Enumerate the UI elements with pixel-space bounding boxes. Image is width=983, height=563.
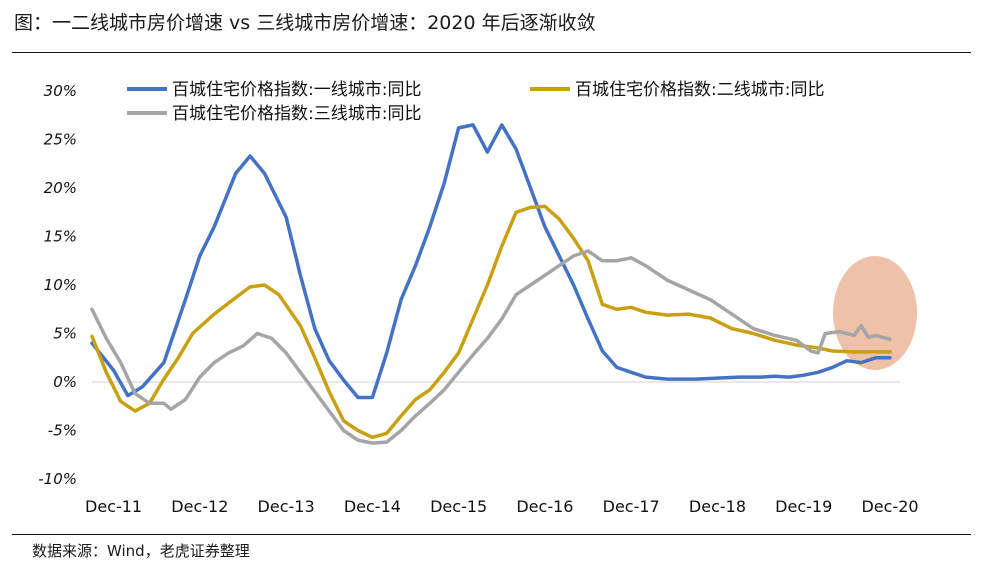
top-divider: [12, 52, 971, 53]
y-tick-label: -5%: [48, 422, 77, 440]
y-axis-ticks: -10% -5% 0% 5% 10% 15% 20% 25% 30%: [38, 82, 77, 488]
x-axis-ticks: Dec-11 Dec-12 Dec-13 Dec-14 Dec-15 Dec-16 Dec-…: [85, 497, 919, 516]
series-line-2: [90, 204, 892, 440]
source-note: 数据来源：Wind，老虎证券整理: [32, 542, 250, 560]
y-tick-label: -10%: [38, 470, 77, 488]
series-layer: [90, 123, 892, 445]
legend: 百城住宅价格指数:一线城市:同比 百城住宅价格指数:二线城市:同比百城住宅价格指数…: [127, 80, 824, 124]
bottom-divider: [12, 534, 971, 535]
y-tick-label: 30%: [44, 82, 77, 100]
x-tick-label: Dec-18: [689, 497, 746, 516]
series-line-3: [90, 249, 892, 445]
y-tick-label: 10%: [44, 276, 77, 294]
x-tick-label: Dec-13: [258, 497, 315, 516]
x-tick-label: Dec-14: [344, 497, 401, 516]
chart-title: 图：一二线城市房价增速 vs 三线城市房价增速：2020 年后逐渐收敛: [14, 12, 596, 34]
x-tick-label: Dec-19: [775, 497, 832, 516]
y-tick-label: 5%: [53, 325, 77, 343]
series-line-1: [90, 123, 892, 400]
legend-label-2: 百城住宅价格指数:二线城市:同比: [575, 80, 824, 100]
legend-label-3: 百城住宅价格指数:三线城市:同比: [172, 104, 421, 124]
x-tick-label: Dec-16: [516, 497, 573, 516]
y-tick-label: 25%: [44, 131, 77, 149]
x-tick-label: Dec-11: [85, 497, 142, 516]
x-tick-label: Dec-20: [861, 497, 918, 516]
convergence-highlight: [833, 256, 917, 370]
legend-label-1: 百城住宅价格指数:一线城市:同比: [172, 80, 421, 100]
y-tick-label: 20%: [44, 179, 77, 197]
x-tick-label: Dec-12: [171, 497, 228, 516]
x-tick-label: Dec-15: [430, 497, 487, 516]
y-tick-label: 15%: [44, 228, 77, 246]
x-tick-label: Dec-17: [603, 497, 660, 516]
y-tick-label: 0%: [53, 373, 77, 391]
